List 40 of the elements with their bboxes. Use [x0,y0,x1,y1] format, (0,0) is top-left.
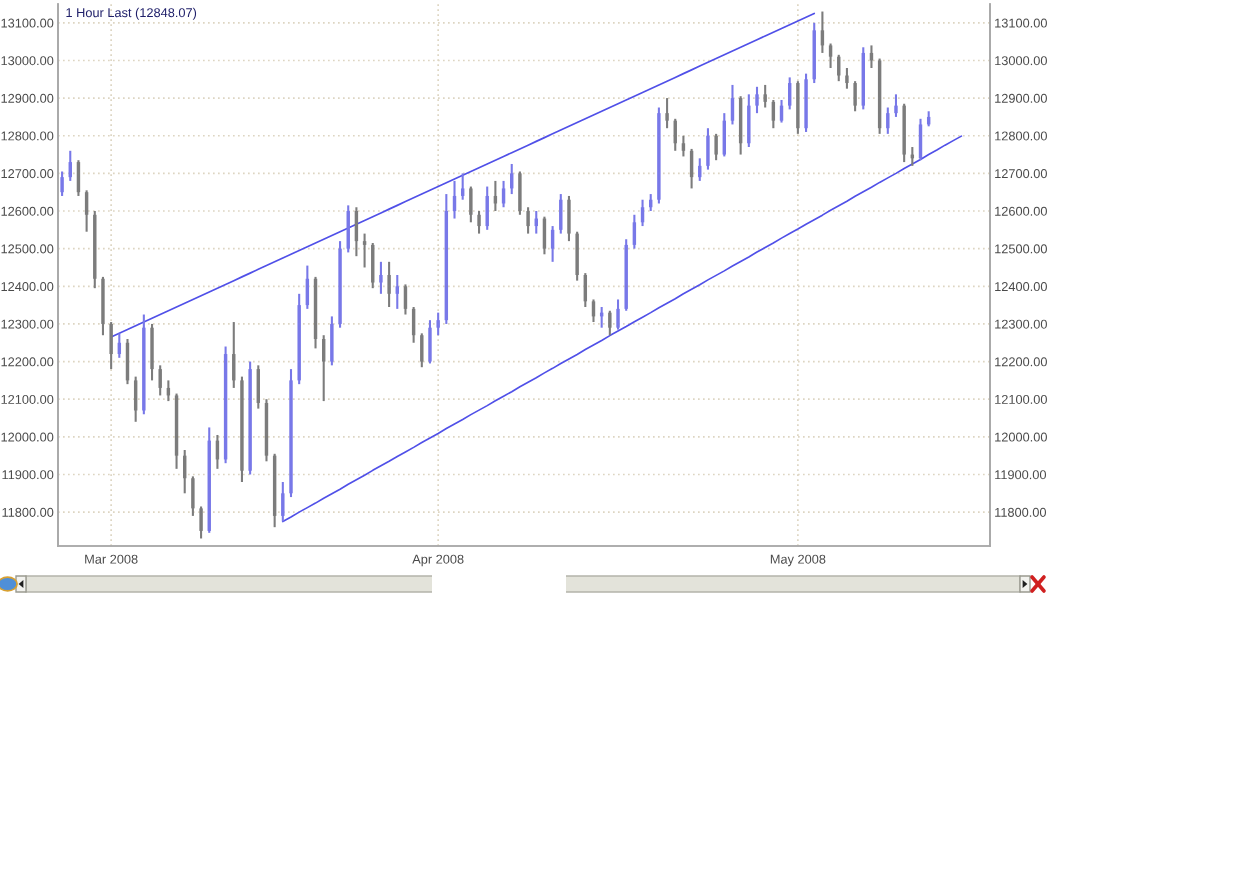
candlestick [665,97,669,130]
candlestick [681,134,686,158]
candlestick [796,80,800,135]
candlestick [191,475,195,517]
candlestick [828,42,833,70]
candlestick [894,93,898,118]
candlestick [755,85,759,115]
candlestick [109,321,113,371]
candlestick [567,194,571,243]
candlestick [714,132,718,162]
candlestick [420,332,424,369]
candlestick [886,106,890,135]
candlestick [281,480,285,523]
candlestick [518,170,522,216]
candlestick [526,206,530,235]
candlestick [60,170,64,197]
candlestick [362,232,367,269]
candlestick [158,364,162,397]
candlestick [150,322,154,382]
candlestick [616,298,620,331]
candlestick [747,93,751,149]
candlestick [845,66,849,90]
candlestick [428,319,432,365]
candlestick [395,273,399,310]
candlestick [608,309,612,337]
candlestick [485,185,489,231]
candlestick [101,275,105,337]
candlestick [330,315,334,367]
candlestick [575,230,579,282]
candlestick [387,260,391,309]
candlestick [559,193,563,235]
candlestick [460,172,465,201]
candlestick [706,127,710,171]
candlestick [469,185,473,224]
candlestick [436,311,440,337]
candlestick [763,83,767,109]
candlestick [199,505,203,540]
candlestick [853,80,857,113]
candlestick [379,260,383,295]
candlestick [477,209,481,235]
